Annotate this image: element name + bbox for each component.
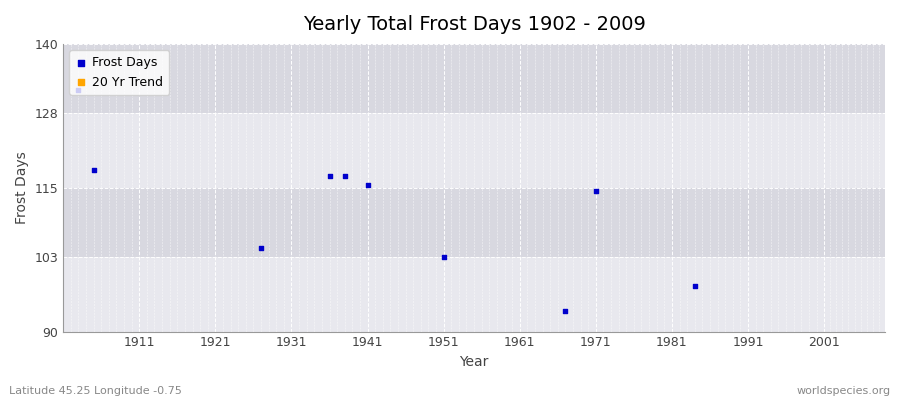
Frost Days <box>71 87 86 93</box>
Y-axis label: Frost Days: Frost Days <box>15 151 29 224</box>
Frost Days <box>254 245 268 251</box>
Text: Latitude 45.25 Longitude -0.75: Latitude 45.25 Longitude -0.75 <box>9 386 182 396</box>
Frost Days <box>360 182 374 188</box>
Title: Yearly Total Frost Days 1902 - 2009: Yearly Total Frost Days 1902 - 2009 <box>302 15 645 34</box>
X-axis label: Year: Year <box>459 355 489 369</box>
Text: worldspecies.org: worldspecies.org <box>796 386 891 396</box>
Frost Days <box>436 254 451 260</box>
Frost Days <box>589 188 603 194</box>
Frost Days <box>688 282 702 289</box>
Bar <box>63 257 885 332</box>
Frost Days <box>322 173 337 180</box>
Bar <box>63 44 885 113</box>
Frost Days <box>338 173 352 180</box>
Legend: Frost Days, 20 Yr Trend: Frost Days, 20 Yr Trend <box>69 50 169 95</box>
Frost Days <box>86 167 101 174</box>
Bar <box>63 113 885 188</box>
Frost Days <box>558 308 572 315</box>
Bar <box>63 188 885 257</box>
